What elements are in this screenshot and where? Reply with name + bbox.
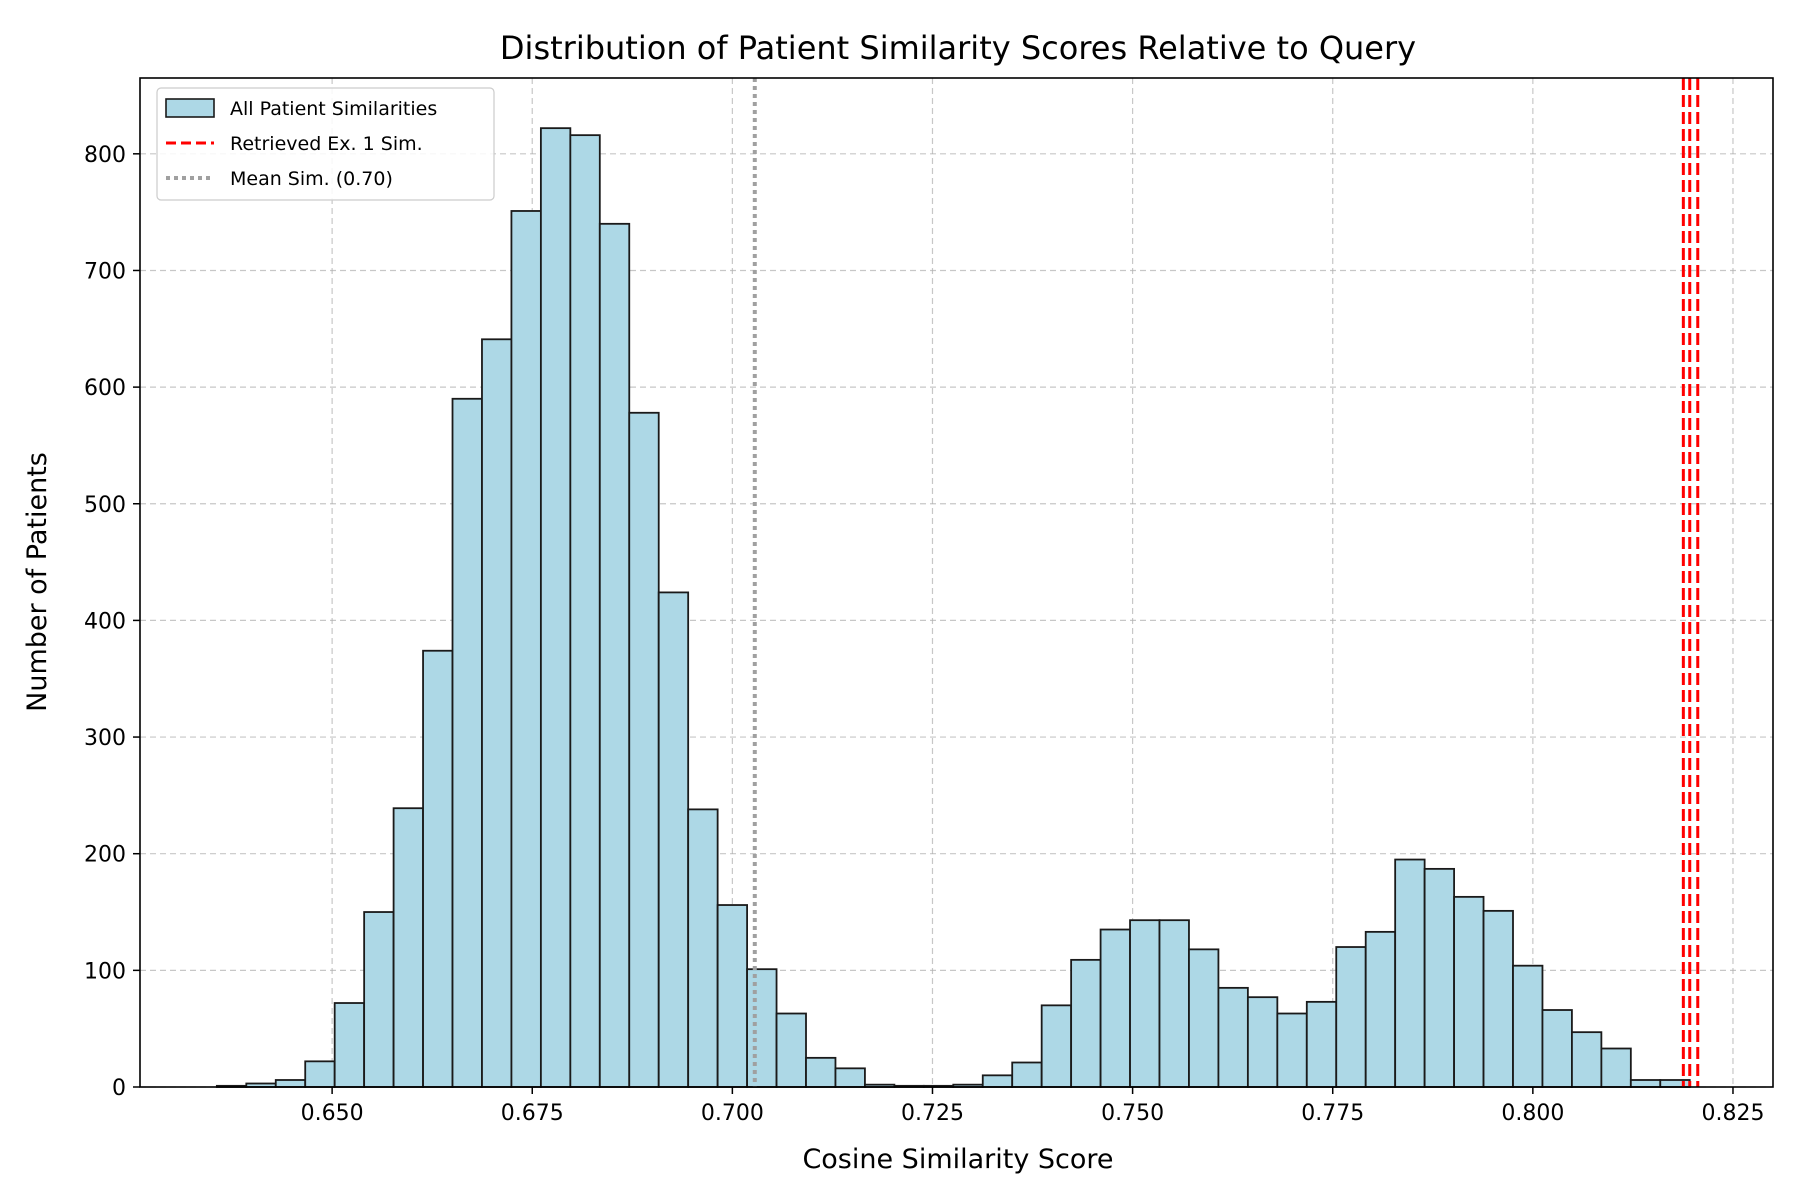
y-tick-label: 800 (84, 143, 126, 168)
x-tick-label: 0.725 (901, 1101, 964, 1126)
histogram-bar (1541, 1009, 1573, 1088)
x-tick-label: 0.800 (1501, 1101, 1564, 1126)
histogram-bar (1188, 948, 1220, 1088)
histogram-bar (1070, 958, 1102, 1088)
x-tick-label: 0.700 (701, 1101, 764, 1126)
histogram-bar (1158, 919, 1190, 1088)
histogram-bar (1276, 1012, 1308, 1088)
histogram-bar (1482, 909, 1514, 1088)
histogram-bar (510, 210, 542, 1088)
y-tick-label: 100 (84, 959, 126, 984)
y-tick-label: 500 (84, 493, 126, 518)
histogram-bar (834, 1067, 866, 1088)
histogram-bar (1129, 919, 1161, 1088)
histogram-bar (628, 411, 660, 1088)
x-tick-label: 0.750 (1101, 1101, 1164, 1126)
y-tick-label: 200 (84, 843, 126, 868)
histogram-bar (392, 807, 424, 1088)
histogram-bar (1011, 1061, 1043, 1088)
histogram-bar (1364, 930, 1397, 1088)
histogram-bar (746, 968, 778, 1088)
reference-lines (752, 78, 1700, 1087)
histogram-bar (598, 222, 631, 1088)
histogram-bar (539, 127, 572, 1088)
histogram-bar (451, 397, 483, 1088)
y-axis-ticks: 0 100 200 300 400 500 600 700 800 (84, 143, 140, 1101)
x-axis-ticks: 0.650 0.675 0.700 0.725 0.750 0.775 0.800 0.825 (301, 1087, 1764, 1126)
plot-frame (139, 77, 1774, 1088)
histogram-bar (657, 591, 690, 1088)
legend: All Patient Similarities Retrieved Ex. 1… (156, 87, 495, 201)
y-axis-label: Number of Patients (22, 452, 53, 712)
histogram-bar (1453, 895, 1485, 1088)
histogram-bar (1659, 1079, 1691, 1088)
histogram-bar (805, 1056, 837, 1088)
x-tick-label: 0.825 (1701, 1101, 1764, 1126)
histogram-bar (1629, 1079, 1662, 1088)
histogram-bar (1099, 928, 1131, 1088)
legend-label-mean: Mean Sim. (0.70) (230, 168, 393, 190)
y-tick-label: 700 (84, 259, 126, 284)
histogram-bar (775, 1012, 807, 1088)
chart-title: Distribution of Patient Similarity Score… (500, 29, 1416, 67)
histogram-bar (1571, 1031, 1603, 1088)
y-tick-label: 600 (84, 376, 126, 401)
histogram-bar (1217, 986, 1249, 1088)
x-axis-label: Cosine Similarity Score (802, 1144, 1113, 1175)
histogram-bar (1040, 1004, 1073, 1088)
histogram-bar (1423, 867, 1455, 1088)
x-tick-label: 0.650 (301, 1101, 364, 1126)
histogram-bar (1335, 946, 1367, 1088)
histogram-bar (1394, 858, 1426, 1088)
histogram-bar (363, 911, 395, 1088)
histogram-bar (1246, 996, 1279, 1088)
histogram-bar (716, 904, 748, 1088)
histogram-bar (422, 649, 454, 1088)
histogram-bar (1305, 1000, 1338, 1088)
histogram-bar (1600, 1047, 1632, 1088)
histogram-bar (569, 134, 601, 1088)
legend-histogram-swatch (165, 98, 215, 118)
histogram-bar (304, 1060, 336, 1088)
x-tick-label: 0.775 (1301, 1101, 1364, 1126)
histogram-bar (687, 808, 719, 1088)
histogram-bar (1512, 964, 1544, 1088)
histogram-bar (481, 338, 513, 1088)
histogram-bar (274, 1079, 307, 1088)
legend-label-all-patients: All Patient Similarities (230, 98, 437, 120)
histogram-bar (333, 1002, 366, 1088)
y-tick-label: 400 (84, 609, 126, 634)
x-tick-label: 0.675 (501, 1101, 564, 1126)
y-tick-label: 0 (112, 1076, 126, 1101)
legend-box (156, 87, 495, 201)
histogram-bar (981, 1074, 1014, 1088)
legend-label-retrieved: Retrieved Ex. 1 Sim. (230, 133, 423, 155)
y-tick-label: 300 (84, 726, 126, 751)
